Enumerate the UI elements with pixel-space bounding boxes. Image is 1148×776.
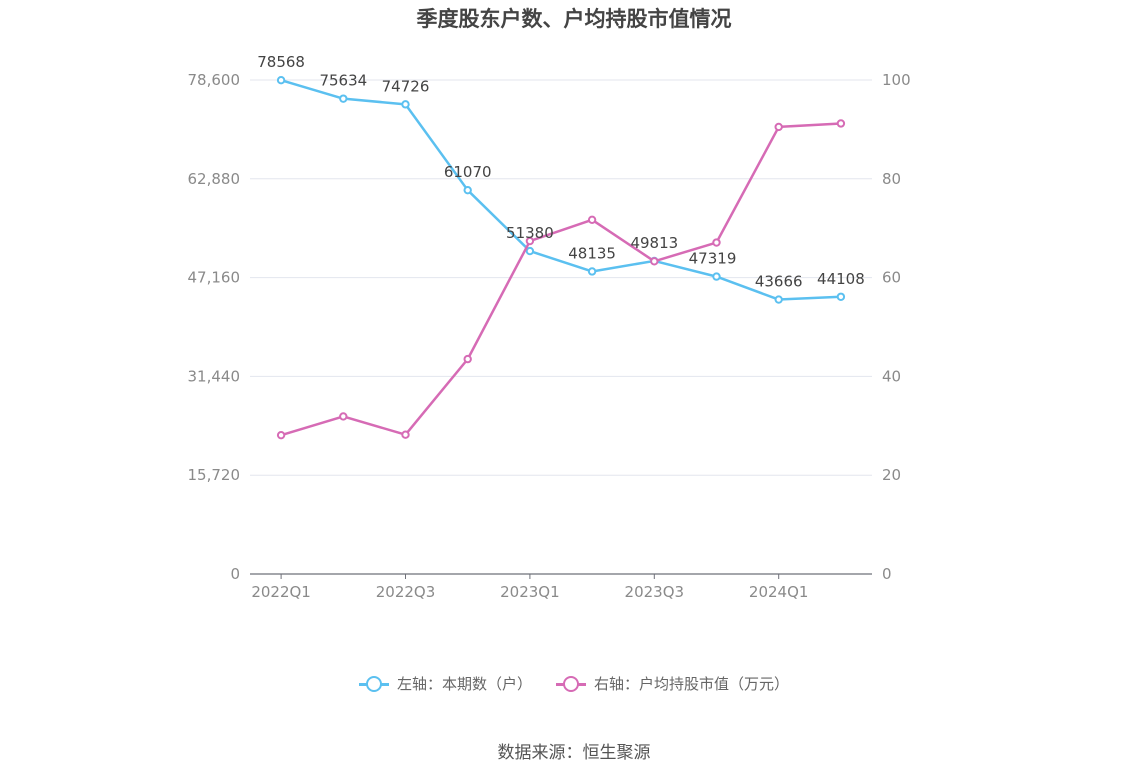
data-label: 49813 [630, 234, 678, 252]
chart-title: 季度股东户数、户均持股市值情况 [416, 7, 732, 31]
y-left-tick-label: 0 [230, 565, 240, 583]
y-left-tick-label: 15,720 [188, 466, 241, 484]
data-label: 44108 [817, 270, 865, 288]
data-point [525, 246, 535, 256]
x-tick-label: 2023Q1 [500, 583, 560, 601]
legend: 左轴：本期数（户） 右轴：户均持股市值（万元） [0, 673, 1148, 696]
data-point [463, 354, 472, 364]
data-point [712, 272, 721, 281]
line-chart: 0 15,720 31,440 47,160 62,880 78,600 0 20 40 60 80… [188, 53, 911, 601]
data-point [463, 185, 472, 195]
data-label: 43666 [755, 273, 803, 291]
grid-lines [250, 79, 872, 476]
axes: 0 15,720 31,440 47,160 62,880 78,600 0 20 40 60 80… [188, 71, 911, 601]
data-point [836, 292, 846, 301]
data-point [774, 122, 783, 132]
y-left-tick-label: 31,440 [188, 367, 241, 385]
data-point [774, 295, 783, 304]
y-left-tick-label: 62,880 [188, 170, 241, 188]
source-note: 数据来源：恒生聚源 [497, 743, 651, 763]
data-point [525, 236, 535, 246]
y-right-tick-label: 40 [882, 367, 901, 385]
data-label: 48135 [568, 244, 616, 262]
y-left-tick-label: 47,160 [188, 269, 241, 287]
y-right-tick-label: 20 [882, 466, 901, 484]
series-line [280, 79, 841, 301]
data-point [339, 412, 348, 421]
data-point [276, 430, 286, 440]
legend-swatch-icon [358, 675, 389, 692]
y-right-tick-label: 0 [882, 565, 892, 583]
data-point [712, 238, 721, 247]
legend-swatch-icon [556, 675, 586, 692]
data-point [276, 76, 286, 85]
x-tick-label: 2022Q1 [251, 583, 311, 601]
y-left-tick-label: 78,600 [188, 71, 241, 89]
x-tick-label: 2023Q3 [625, 583, 685, 601]
x-tick-label: 2022Q3 [376, 583, 436, 601]
data-label: 78568 [257, 53, 305, 71]
data-label: 47319 [689, 250, 737, 268]
series [276, 76, 846, 440]
data-point [401, 100, 410, 109]
data-label: 74726 [382, 77, 430, 95]
data-point [650, 257, 659, 266]
series-line [280, 122, 841, 437]
data-label: 51380 [506, 224, 554, 242]
legend-item[interactable]: 右轴：户均持股市值（万元） [556, 673, 789, 694]
data-point [836, 119, 846, 128]
y-right-tick-label: 60 [882, 269, 901, 287]
data-point [587, 215, 597, 225]
data-label: 75634 [319, 72, 367, 90]
legend-label: 右轴：户均持股市值（万元） [594, 675, 790, 693]
data-point [339, 94, 348, 103]
data-point [401, 430, 410, 439]
y-right-tick-label: 100 [882, 71, 911, 89]
x-tick-label: 2024Q1 [749, 583, 809, 601]
data-labels: 78568 75634 74726 61070 51380 48135 49813 47319… [257, 53, 865, 290]
legend-label: 左轴：本期数（户） [396, 675, 532, 693]
legend-item[interactable]: 左轴：本期数（户） [358, 673, 532, 694]
data-label: 61070 [444, 163, 492, 181]
data-point [587, 267, 597, 276]
y-right-tick-label: 80 [882, 170, 901, 188]
